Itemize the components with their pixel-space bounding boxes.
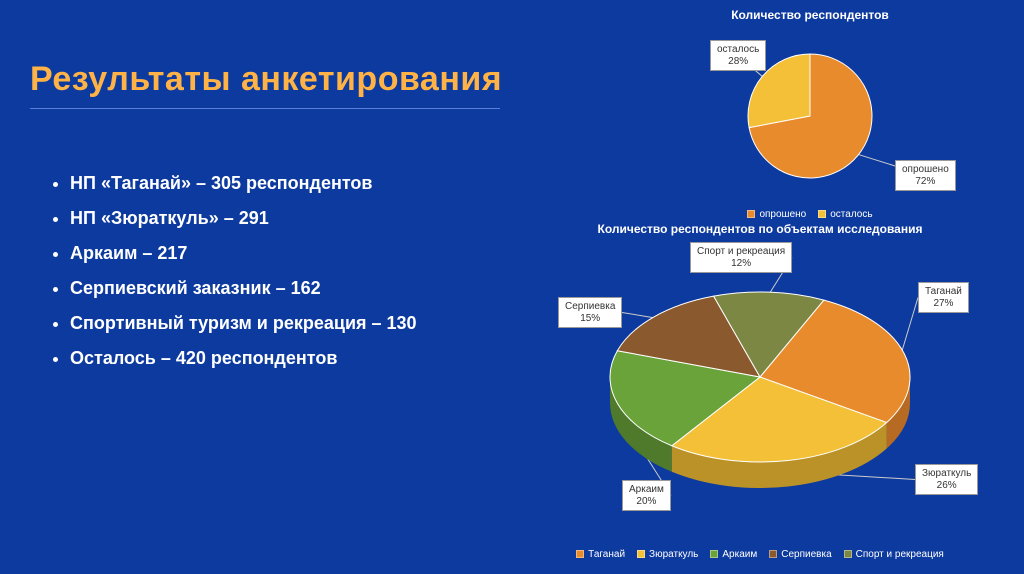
chart-callout: Серпиевка15%	[558, 297, 622, 328]
chart1-title: Количество респондентов	[640, 8, 980, 22]
respondents-pie-chart: Количество респондентов осталось28% опрош…	[640, 8, 980, 222]
legend-item: Таганай	[576, 549, 625, 560]
legend-item: осталось	[818, 209, 872, 220]
legend-item: Аркаим	[710, 549, 757, 560]
chart-callout: Аркаим20%	[622, 480, 671, 511]
chart2-title: Количество респондентов по объектам иссл…	[520, 222, 1000, 236]
legend-item: опрошено	[747, 209, 806, 220]
legend-item: Спорт и рекреация	[844, 549, 944, 560]
chart-callout: Таганай27%	[918, 282, 969, 313]
chart-callout: опрошено72%	[895, 160, 956, 191]
chart-callout: Спорт и рекреация12%	[690, 242, 792, 273]
results-list: НП «Таганай» – 305 респондентов НП «Зюрат…	[50, 170, 490, 380]
page-title: Результаты анкетирования	[30, 60, 502, 99]
chart1-legend: опрошено осталось	[640, 204, 980, 222]
list-item: Серпиевский заказник – 162	[70, 275, 490, 302]
legend-item: Зюраткуль	[637, 549, 698, 560]
list-item: НП «Таганай» – 305 респондентов	[70, 170, 490, 197]
chart1-pie: осталось28% опрошено72%	[640, 28, 980, 198]
list-item: Спортивный туризм и рекреация – 130	[70, 310, 490, 337]
list-item: НП «Зюраткуль» – 291	[70, 205, 490, 232]
chart-callout: Зюраткуль26%	[915, 464, 978, 495]
objects-pie-chart: Количество респондентов по объектам иссл…	[520, 222, 1000, 562]
legend-item: Серпиевка	[769, 549, 831, 560]
chart2-legend: Таганай Зюраткуль Аркаим Серпиевка Спорт и р…	[520, 544, 1000, 562]
list-item: Осталось – 420 респондентов	[70, 345, 490, 372]
chart-callout: осталось28%	[710, 40, 766, 71]
chart2-pie: Спорт и рекреация12% Серпиевка15% Таганай2…	[520, 242, 1000, 538]
list-item: Аркаим – 217	[70, 240, 490, 267]
title-divider	[30, 108, 500, 109]
